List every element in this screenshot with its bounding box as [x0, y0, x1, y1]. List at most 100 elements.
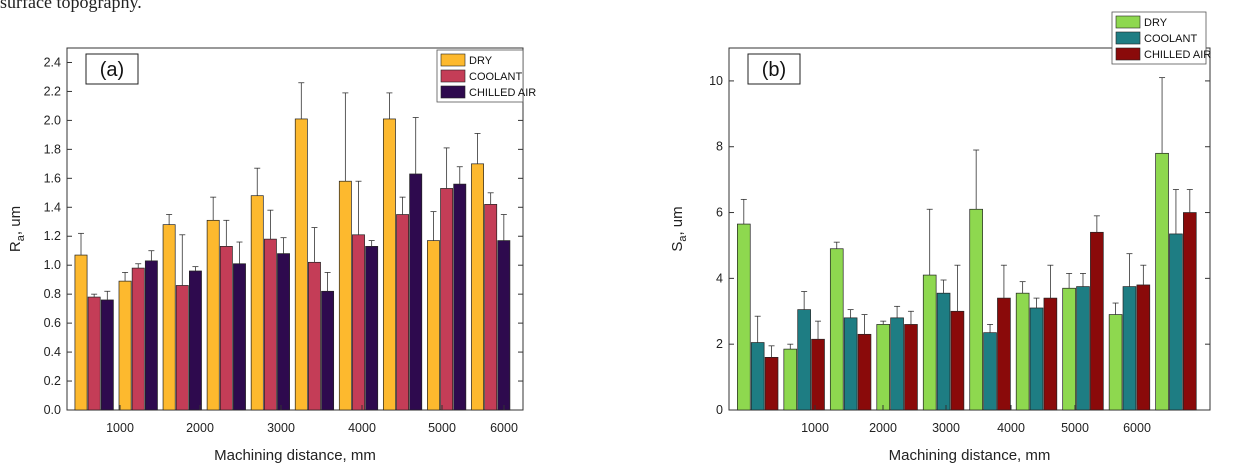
legend-swatch	[440, 69, 466, 83]
bar-chilled-air	[811, 338, 825, 411]
x-tick-label: 5000	[428, 421, 456, 435]
y-tick-label: 1.2	[44, 229, 61, 243]
bar-chilled-air	[497, 240, 511, 411]
bar-dry	[1155, 152, 1169, 411]
bar-chilled-air	[188, 270, 202, 411]
bar-chilled-air	[277, 253, 290, 411]
bar-coolant	[396, 214, 409, 411]
bar-chilled-air	[144, 260, 158, 411]
bar-coolant	[175, 285, 189, 411]
chart-a: 0.0 0.2 0.4 0.6 0.8 1.0 1.2 1.4 1.6 1.8 2.0 2.2 2.4 1…	[7, 47, 536, 464]
bar-coolant	[131, 267, 145, 411]
y-tick-label: 0.8	[44, 287, 61, 301]
y-tick-label: 6	[716, 206, 723, 220]
bar-dry	[922, 274, 937, 411]
bar-dry	[737, 223, 751, 411]
x-tick-label: 5000	[1061, 421, 1089, 435]
y-tick-label: 0	[716, 403, 723, 417]
x-tick-label: 1000	[106, 421, 134, 435]
legend-label: COOLANT	[1144, 33, 1197, 45]
y-tick-label: 0.0	[44, 403, 61, 417]
bar-dry	[783, 348, 798, 411]
caption-fragment: surface topography.	[0, 0, 142, 12]
bar-chilled-air	[409, 173, 423, 411]
y-tick-label: 1.8	[44, 142, 61, 156]
y-axis-title: Sa, um	[669, 206, 689, 251]
bar-dry	[1015, 292, 1030, 411]
bar-chilled-air	[1136, 284, 1151, 411]
bar-coolant	[1122, 286, 1137, 411]
panel-label-box	[85, 53, 139, 85]
bar-dry	[74, 254, 88, 411]
bar-dry	[471, 163, 484, 411]
bar-chilled-air	[1043, 297, 1058, 411]
bar-coolant	[263, 238, 277, 411]
y-tick-label: 2	[716, 337, 723, 351]
legend-label: DRY	[469, 55, 493, 67]
y-tick-label: 0.2	[44, 374, 61, 388]
y-tick-label: 2.0	[44, 113, 61, 127]
bar-coolant	[87, 296, 101, 411]
bar-chilled-air	[100, 299, 114, 411]
bar-coolant	[440, 188, 454, 411]
bar-dry	[1108, 314, 1123, 411]
bar-coolant	[1029, 307, 1044, 411]
x-axis-title: Machining distance, mm	[889, 447, 1051, 464]
panel-label: (a)	[100, 59, 124, 81]
panel-label: (b)	[762, 59, 786, 81]
bar-coolant	[936, 292, 951, 411]
legend-label: COOLANT	[469, 71, 522, 83]
legend-swatch	[440, 85, 466, 99]
bar-chilled-air	[997, 297, 1011, 411]
x-tick-label: 1000	[801, 421, 829, 435]
x-tick-label: 4000	[348, 421, 376, 435]
y-tick-label: 1.0	[44, 258, 61, 272]
x-tick-label: 2000	[869, 421, 897, 435]
y-tick-label: 0.6	[44, 316, 61, 330]
bar-chilled-air	[1183, 212, 1197, 411]
y-tick-label: 4	[716, 271, 723, 285]
bar-chilled-air	[233, 263, 246, 411]
bar-dry	[338, 180, 352, 411]
bar-chilled-air	[453, 183, 467, 411]
bar-coolant	[797, 309, 811, 411]
legend-swatch	[1115, 47, 1141, 61]
bar-coolant	[1076, 286, 1090, 411]
y-tick-label: 1.4	[44, 200, 61, 214]
bar-coolant	[750, 342, 765, 411]
bar-dry	[829, 248, 844, 411]
y-axis-title: Ra, um	[7, 206, 27, 252]
bar-dry	[1062, 287, 1076, 411]
bar-dry	[876, 324, 891, 411]
bar-chilled-air	[764, 356, 779, 411]
bar-chilled-air	[904, 324, 918, 411]
bar-dry	[969, 208, 983, 411]
legend-swatch	[1115, 31, 1141, 45]
y-tick-label: 8	[716, 140, 723, 154]
x-tick-label: 6000	[490, 421, 518, 435]
legend-label: CHILLED AIR	[1144, 49, 1211, 61]
bar-chilled-air	[950, 310, 965, 411]
bar-dry	[206, 219, 220, 411]
x-axis-title: Machining distance, mm	[214, 447, 376, 464]
y-tick-label: 0.4	[44, 345, 61, 359]
bar-coolant	[352, 234, 365, 411]
y-tick-label: 2.2	[44, 84, 61, 98]
bar-coolant	[1169, 233, 1183, 411]
y-tick-label: 2.4	[44, 55, 61, 69]
x-tick-label: 2000	[186, 421, 214, 435]
legend-swatch	[1115, 15, 1141, 29]
bar-chilled-air	[365, 246, 379, 411]
bar-coolant	[843, 317, 858, 411]
x-tick-label: 6000	[1123, 421, 1151, 435]
bar-chilled-air	[321, 290, 335, 411]
x-tick-label: 3000	[932, 421, 960, 435]
panel-label-box	[747, 53, 801, 85]
bar-coolant	[219, 246, 233, 411]
bar-coolant	[484, 204, 498, 411]
legend-swatch	[440, 53, 466, 67]
y-tick-label: 10	[709, 74, 723, 88]
bar-coolant	[308, 261, 321, 411]
bar-dry	[294, 118, 308, 411]
